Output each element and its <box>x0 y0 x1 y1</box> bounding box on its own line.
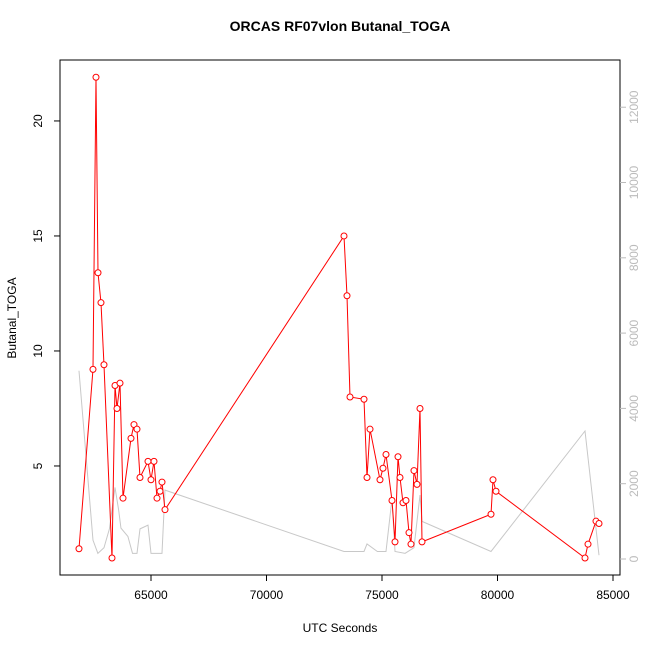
data-point <box>363 473 371 481</box>
series-line <box>78 370 600 556</box>
data-point <box>147 476 155 484</box>
y2-tick-label: 6000 <box>627 319 641 346</box>
data-point <box>133 425 141 433</box>
data-point <box>108 554 116 562</box>
y-axis-label: Butanal_TOGA <box>5 277 19 358</box>
y-tick-label: 5 <box>31 462 45 469</box>
data-point <box>487 510 495 518</box>
data-point <box>394 453 402 461</box>
plot-box <box>59 59 621 576</box>
data-point <box>97 299 105 307</box>
x-tick-label: 75000 <box>365 588 399 602</box>
x-tick-label: 70000 <box>250 588 284 602</box>
data-point <box>116 379 124 387</box>
data-point <box>158 478 166 486</box>
y-tick-label: 15 <box>31 229 45 243</box>
x-tick-label: 85000 <box>596 588 630 602</box>
x-tick-label: 80000 <box>481 588 515 602</box>
x-tick-label: 65000 <box>134 588 168 602</box>
y2-tick-label: 0 <box>627 555 641 562</box>
data-point <box>89 365 97 373</box>
data-point <box>100 361 108 369</box>
data-point <box>396 473 404 481</box>
data-point <box>94 269 102 277</box>
y2-tick-label: 2000 <box>627 470 641 497</box>
data-point <box>346 393 354 401</box>
y-tick-label: 10 <box>31 344 45 358</box>
data-point <box>127 434 135 442</box>
data-point <box>156 487 164 495</box>
y2-tick-label: 4000 <box>627 395 641 422</box>
data-point <box>410 467 418 475</box>
data-point <box>379 464 387 472</box>
data-point <box>418 538 426 546</box>
y-tick-label: 20 <box>31 114 45 128</box>
data-point <box>413 480 421 488</box>
data-point <box>153 494 161 502</box>
data-point <box>402 496 410 504</box>
data-point <box>360 395 368 403</box>
data-point <box>343 292 351 300</box>
data-point <box>382 450 390 458</box>
data-point <box>136 473 144 481</box>
data-point <box>92 73 100 81</box>
data-point <box>388 496 396 504</box>
chart-title: ORCAS RF07vlon Butanal_TOGA <box>230 18 451 34</box>
data-point <box>581 554 589 562</box>
data-point <box>584 540 592 548</box>
data-point <box>161 506 169 514</box>
data-point <box>407 540 415 548</box>
data-point <box>595 519 603 527</box>
data-point <box>75 545 83 553</box>
data-point <box>144 457 152 465</box>
data-point <box>489 476 497 484</box>
data-point <box>391 538 399 546</box>
data-point <box>113 404 121 412</box>
series-line <box>78 77 600 559</box>
data-point <box>405 529 413 537</box>
x-axis-label: UTC Seconds <box>303 621 378 635</box>
data-point <box>119 494 127 502</box>
data-point <box>340 232 348 240</box>
data-point <box>366 425 374 433</box>
data-point <box>492 487 500 495</box>
y2-tick-label: 8000 <box>627 244 641 271</box>
data-point <box>150 457 158 465</box>
data-point <box>416 404 424 412</box>
y2-tick-label: 12000 <box>627 90 641 124</box>
y2-tick-label: 10000 <box>627 166 641 200</box>
data-point <box>376 476 384 484</box>
